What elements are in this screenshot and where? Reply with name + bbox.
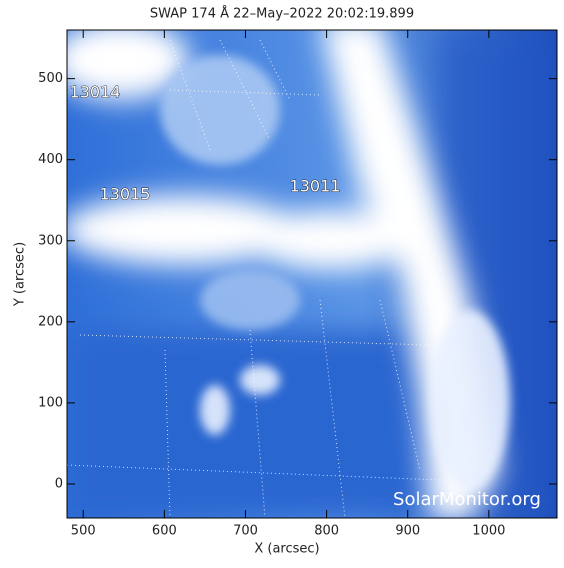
solar-image <box>67 30 557 518</box>
x-tick-label: 600 <box>152 524 177 539</box>
x-tick-label: 900 <box>395 524 420 539</box>
y-tick-label: 200 <box>38 314 63 329</box>
x-tick-label: 500 <box>71 524 96 539</box>
region-label: 13014 <box>70 83 121 102</box>
y-tick-label: 500 <box>38 71 63 86</box>
y-tick-label: 300 <box>38 233 63 248</box>
region-label: 13015 <box>100 185 151 204</box>
y-tick-label: 0 <box>55 476 63 491</box>
x-tick-label: 800 <box>314 524 339 539</box>
watermark: SolarMonitor.org <box>393 489 541 510</box>
plot-frame <box>66 29 558 519</box>
y-axis-label: Y (arcsec) <box>13 242 28 307</box>
y-tick-label: 400 <box>38 152 63 167</box>
x-axis-label: X (arcsec) <box>254 542 319 557</box>
region-label: 13011 <box>290 177 341 196</box>
x-tick-label: 1000 <box>472 524 505 539</box>
y-tick-label: 100 <box>38 395 63 410</box>
chart-title: SWAP 174 Å 22–May–2022 20:02:19.899 <box>150 6 414 22</box>
x-tick-label: 700 <box>233 524 258 539</box>
